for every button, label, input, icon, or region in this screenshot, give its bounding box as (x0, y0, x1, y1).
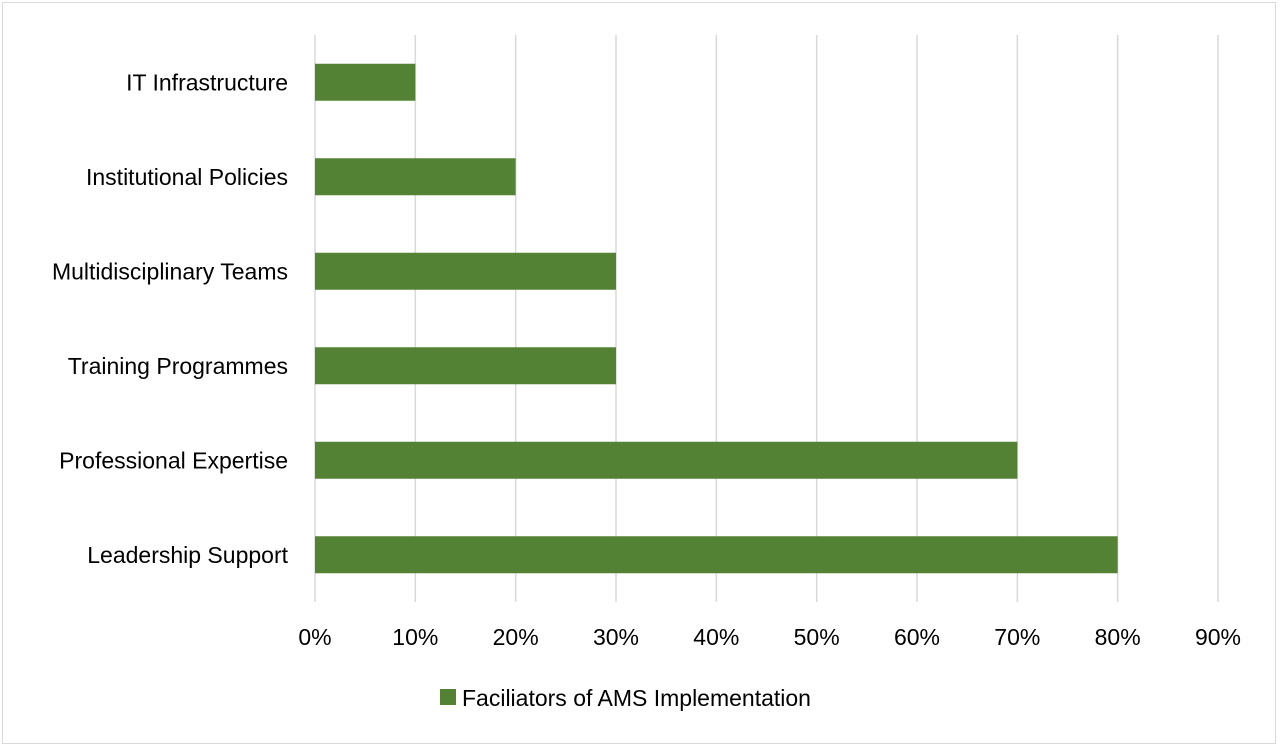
x-tick-label: 70% (994, 624, 1040, 650)
category-label: Institutional Policies (86, 164, 288, 190)
bar (315, 252, 616, 290)
bar (315, 441, 1018, 479)
x-tick-label: 90% (1195, 624, 1241, 650)
x-tick-labels: 0% 10% 20% 30% 40% 50% 60% 70% 80% 90% (298, 624, 1241, 650)
x-tick-label: 30% (593, 624, 639, 650)
bar (315, 347, 616, 385)
category-label: Professional Expertise (59, 447, 288, 473)
x-tick-label: 40% (693, 624, 739, 650)
x-tick-label: 60% (894, 624, 940, 650)
legend-swatch (440, 689, 456, 705)
bar (315, 536, 1118, 574)
category-label: IT Infrastructure (126, 69, 288, 95)
x-tick-label: 20% (493, 624, 539, 650)
category-label: Training Programmes (68, 353, 288, 379)
category-label: Multidisciplinary Teams (52, 258, 288, 284)
bars (315, 63, 1118, 574)
category-labels: Leadership Support Professional Expertise… (52, 69, 289, 568)
category-label: Leadership Support (87, 542, 288, 568)
legend: Faciliators of AMS Implementation (440, 685, 811, 711)
bar (315, 63, 416, 101)
bar (315, 158, 516, 196)
legend-label: Faciliators of AMS Implementation (462, 685, 811, 711)
x-tick-label: 80% (1095, 624, 1141, 650)
gridlines (314, 35, 1219, 602)
x-tick-label: 50% (794, 624, 840, 650)
x-tick-label: 0% (298, 624, 331, 650)
x-tick-label: 10% (392, 624, 438, 650)
